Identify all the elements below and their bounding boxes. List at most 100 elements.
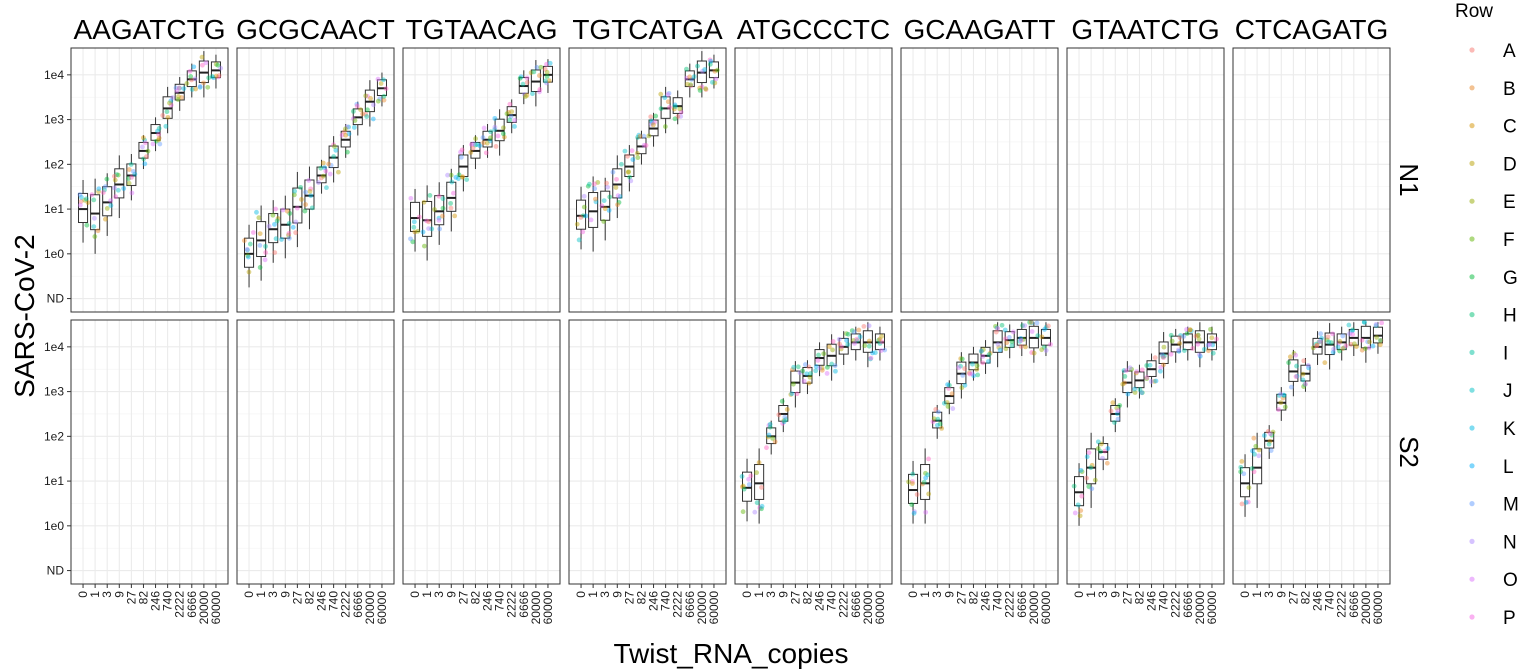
data-point bbox=[426, 219, 431, 225]
data-point bbox=[275, 216, 281, 221]
data-point bbox=[487, 138, 493, 144]
data-point bbox=[108, 198, 114, 204]
panel-border bbox=[1066, 47, 1225, 313]
data-point bbox=[299, 197, 304, 202]
box-plot bbox=[872, 326, 888, 361]
data-point bbox=[824, 364, 830, 370]
data-point bbox=[1365, 339, 1370, 345]
data-point bbox=[250, 230, 256, 235]
data-point bbox=[1252, 451, 1257, 457]
data-point bbox=[1361, 319, 1367, 325]
box-iqr bbox=[78, 192, 89, 224]
data-point bbox=[1147, 362, 1153, 368]
facet-panel bbox=[900, 319, 1059, 585]
data-point bbox=[1095, 446, 1101, 451]
data-point bbox=[583, 213, 589, 219]
data-point bbox=[1018, 335, 1024, 341]
data-point bbox=[707, 57, 713, 63]
data-point bbox=[1293, 374, 1299, 380]
box-iqr bbox=[410, 201, 421, 232]
data-point bbox=[445, 172, 450, 178]
data-point bbox=[882, 347, 888, 353]
y-axis-ticks: ND 1e0 1e1 1e2 1e3 1e4 ND 1e0 1e1 1e2 1e3 1e4 bbox=[44, 68, 71, 578]
data-point bbox=[350, 116, 356, 122]
data-point bbox=[791, 364, 797, 370]
data-point bbox=[378, 81, 384, 86]
data-point bbox=[691, 74, 697, 80]
box-plot bbox=[1027, 319, 1041, 363]
data-point bbox=[192, 76, 198, 82]
data-point bbox=[1281, 392, 1287, 398]
data-point bbox=[492, 115, 498, 121]
box-plot bbox=[930, 404, 945, 439]
data-point bbox=[782, 414, 788, 420]
legend-key bbox=[1469, 387, 1475, 393]
data-point bbox=[1238, 464, 1244, 470]
data-point bbox=[1160, 354, 1166, 360]
data-point bbox=[102, 216, 108, 222]
data-point bbox=[102, 187, 107, 193]
box-plot bbox=[1310, 331, 1324, 365]
data-point bbox=[284, 208, 290, 214]
data-point bbox=[1214, 336, 1219, 342]
data-point bbox=[1086, 484, 1092, 489]
box-plot bbox=[89, 178, 102, 254]
data-point bbox=[1337, 339, 1343, 344]
box-plot bbox=[1108, 398, 1123, 433]
data-point bbox=[970, 361, 975, 367]
data-point bbox=[163, 123, 169, 129]
data-point bbox=[507, 117, 513, 123]
data-point bbox=[1098, 449, 1104, 454]
y-tick-label: 1e4 bbox=[44, 340, 64, 354]
data-point bbox=[849, 328, 855, 333]
data-point bbox=[1210, 342, 1216, 348]
x-tick-label: 82 bbox=[800, 591, 814, 605]
data-point bbox=[1115, 416, 1121, 422]
data-point bbox=[292, 188, 298, 194]
data-point bbox=[424, 218, 430, 224]
data-point bbox=[635, 134, 641, 140]
x-tick-label: 82 bbox=[634, 591, 648, 605]
x-tick-label: 82 bbox=[136, 591, 150, 605]
data-point bbox=[501, 134, 507, 140]
box-iqr bbox=[102, 186, 113, 217]
data-point bbox=[1039, 347, 1045, 353]
data-point bbox=[776, 412, 782, 418]
data-point bbox=[293, 230, 299, 236]
x-tick-label: 20000 bbox=[1193, 591, 1207, 625]
data-point bbox=[1187, 327, 1193, 333]
data-point bbox=[1287, 354, 1293, 360]
data-point bbox=[280, 207, 286, 213]
data-point bbox=[933, 407, 939, 412]
x-tick-label: 9 bbox=[1274, 591, 1288, 598]
data-point bbox=[752, 509, 758, 515]
data-point bbox=[459, 174, 465, 180]
data-point bbox=[203, 60, 209, 66]
data-point bbox=[257, 242, 263, 248]
data-point bbox=[1121, 368, 1127, 373]
data-point bbox=[449, 179, 455, 185]
data-point bbox=[205, 84, 211, 90]
box-iqr bbox=[588, 192, 599, 228]
data-point bbox=[544, 61, 549, 67]
data-point bbox=[646, 133, 652, 139]
panel-border bbox=[1066, 319, 1225, 585]
data-point bbox=[1161, 362, 1166, 368]
box-iqr bbox=[292, 187, 303, 224]
data-point bbox=[852, 341, 857, 346]
data-point bbox=[1115, 408, 1121, 414]
box-plot bbox=[1120, 361, 1134, 408]
data-point bbox=[1207, 342, 1213, 348]
box-plot bbox=[824, 334, 838, 381]
data-point bbox=[838, 346, 844, 352]
legend-key bbox=[1469, 236, 1475, 242]
data-point bbox=[421, 199, 427, 205]
data-point bbox=[471, 141, 477, 147]
data-point bbox=[795, 364, 801, 370]
data-point bbox=[1029, 350, 1035, 355]
panel-border bbox=[70, 47, 229, 313]
x-tick-label: 740 bbox=[825, 591, 839, 611]
box-plot bbox=[339, 124, 352, 158]
data-point bbox=[352, 118, 358, 123]
data-point bbox=[200, 62, 205, 68]
